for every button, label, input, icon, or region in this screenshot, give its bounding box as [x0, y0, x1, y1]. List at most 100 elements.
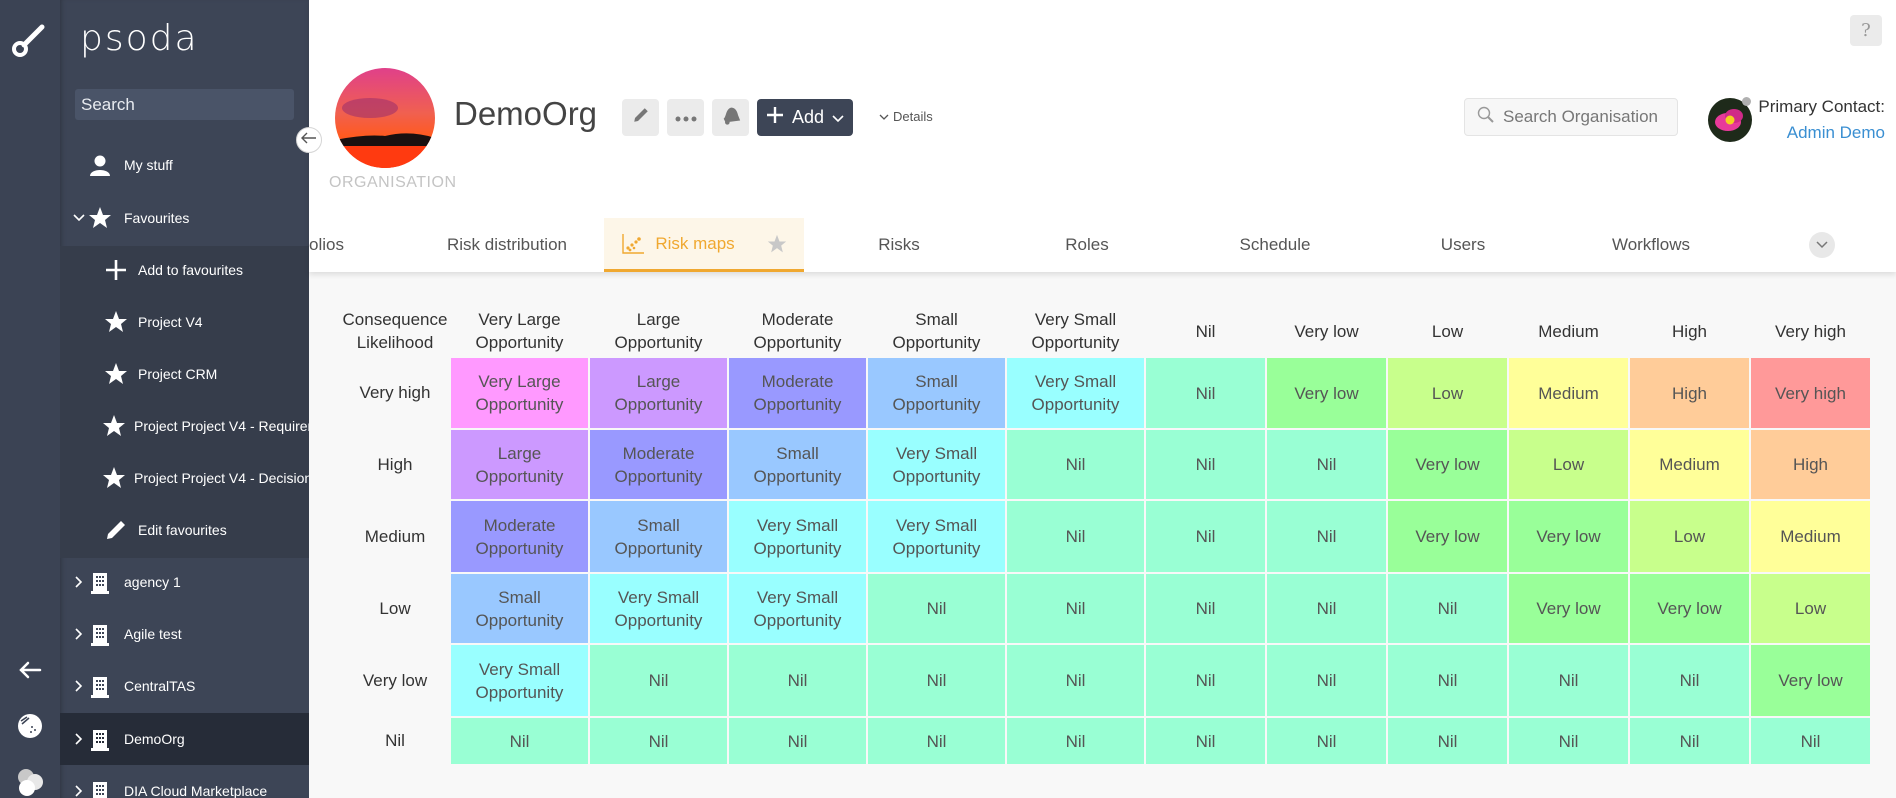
- risk-cell[interactable]: Nil: [1146, 358, 1265, 428]
- risk-cell[interactable]: Nil: [590, 645, 727, 716]
- risk-cell[interactable]: Very Small Opportunity: [451, 645, 588, 716]
- risk-cell[interactable]: Very Small Opportunity: [1007, 358, 1144, 428]
- risk-cell[interactable]: Nil: [1007, 501, 1144, 572]
- risk-cell[interactable]: Medium: [1509, 358, 1628, 428]
- sidebar-item-favourite[interactable]: Project CRM: [60, 348, 309, 400]
- primary-contact-link[interactable]: Admin Demo: [1786, 123, 1885, 142]
- chevron-right-icon[interactable]: [72, 680, 86, 692]
- risk-cell[interactable]: Very Small Opportunity: [590, 574, 727, 643]
- sidebar-item-org-selected[interactable]: DemoOrg: [60, 713, 309, 765]
- risk-cell[interactable]: Nil: [1388, 574, 1507, 643]
- risk-cell[interactable]: Nil: [1146, 718, 1265, 764]
- risk-cell[interactable]: Nil: [1146, 430, 1265, 499]
- risk-cell[interactable]: Nil: [729, 718, 866, 764]
- globe-icon[interactable]: [0, 711, 60, 741]
- risk-cell[interactable]: Nil: [1007, 430, 1144, 499]
- sidebar-item-org[interactable]: agency 1: [60, 556, 309, 608]
- tab-users[interactable]: Users: [1440, 235, 1486, 254]
- risk-cell[interactable]: Very Small Opportunity: [729, 501, 866, 572]
- risk-cell[interactable]: Nil: [1007, 645, 1144, 716]
- risk-cell[interactable]: Moderate Opportunity: [590, 430, 727, 499]
- chevron-down-icon[interactable]: [72, 214, 86, 222]
- risk-cell[interactable]: Nil: [1267, 645, 1386, 716]
- risk-cell[interactable]: Large Opportunity: [590, 358, 727, 428]
- risk-cell[interactable]: Nil: [868, 574, 1005, 643]
- sidebar-item-edit-favourites[interactable]: Edit favourites: [60, 504, 309, 556]
- sidebar-item-add-to-favourites[interactable]: Add to favourites: [60, 244, 309, 296]
- back-arrow-icon[interactable]: [0, 655, 60, 685]
- risk-cell[interactable]: Nil: [1007, 718, 1144, 764]
- risk-cell[interactable]: Small Opportunity: [729, 430, 866, 499]
- risk-cell[interactable]: High: [1751, 430, 1870, 499]
- risk-cell[interactable]: Nil: [1630, 645, 1749, 716]
- tab-risk-distribution[interactable]: Risk distribution: [447, 235, 567, 254]
- chevron-right-icon[interactable]: [72, 576, 86, 588]
- risk-cell[interactable]: Low: [1630, 501, 1749, 572]
- risk-cell[interactable]: Nil: [1509, 645, 1628, 716]
- tab-risks[interactable]: Risks: [878, 235, 920, 254]
- details-toggle[interactable]: Details: [879, 109, 933, 124]
- risk-cell[interactable]: Nil: [1267, 501, 1386, 572]
- org-search-box[interactable]: [1464, 98, 1678, 136]
- risk-cell[interactable]: Very low: [1388, 501, 1507, 572]
- risk-cell[interactable]: Nil: [868, 718, 1005, 764]
- risk-cell[interactable]: Low: [1751, 574, 1870, 643]
- sidebar-item-favourite[interactable]: Project Project V4 - Decisions: [60, 452, 309, 504]
- tab-roles[interactable]: Roles: [1065, 235, 1109, 254]
- sidebar-item-favourite[interactable]: Project V4: [60, 296, 309, 348]
- circles-icon[interactable]: [0, 766, 60, 798]
- risk-cell[interactable]: Nil: [451, 718, 588, 764]
- tab-workflows[interactable]: Workflows: [1611, 235, 1691, 254]
- risk-cell[interactable]: Medium: [1630, 430, 1749, 499]
- risk-cell[interactable]: Very low: [1509, 574, 1628, 643]
- risk-cell[interactable]: Very low: [1630, 574, 1749, 643]
- risk-cell[interactable]: Moderate Opportunity: [451, 501, 588, 572]
- risk-cell[interactable]: Small Opportunity: [868, 358, 1005, 428]
- risk-cell[interactable]: Nil: [729, 645, 866, 716]
- sidebar-item-org[interactable]: Agile test: [60, 608, 309, 660]
- risk-cell[interactable]: Nil: [1267, 574, 1386, 643]
- sidebar-item-org[interactable]: CentralTAS: [60, 660, 309, 712]
- sidebar-item-my-stuff[interactable]: My stuff: [60, 139, 309, 191]
- risk-cell[interactable]: Very low: [1388, 430, 1507, 499]
- risk-cell[interactable]: Very Large Opportunity: [451, 358, 588, 428]
- org-search-input[interactable]: [1503, 107, 1673, 127]
- contact-avatar[interactable]: [1708, 98, 1752, 142]
- favourite-star-icon[interactable]: [767, 234, 787, 254]
- add-button[interactable]: Add: [757, 99, 853, 136]
- risk-cell[interactable]: Nil: [1630, 718, 1749, 764]
- sidebar-search-input[interactable]: [75, 89, 294, 120]
- risk-cell[interactable]: Very high: [1751, 358, 1870, 428]
- risk-cell[interactable]: Very Small Opportunity: [868, 430, 1005, 499]
- sidebar-item-favourite[interactable]: Project Project V4 - Requirements: [60, 400, 309, 452]
- risk-cell[interactable]: Nil: [1509, 718, 1628, 764]
- risk-cell[interactable]: Very low: [1509, 501, 1628, 572]
- risk-cell[interactable]: Low: [1388, 358, 1507, 428]
- psoda-logo-icon[interactable]: [0, 14, 60, 64]
- risk-cell[interactable]: Nil: [1267, 718, 1386, 764]
- risk-cell[interactable]: Nil: [1146, 645, 1265, 716]
- risk-cell[interactable]: Nil: [590, 718, 727, 764]
- risk-cell[interactable]: Moderate Opportunity: [729, 358, 866, 428]
- help-button[interactable]: ?: [1850, 15, 1882, 46]
- chevron-right-icon[interactable]: [72, 733, 86, 745]
- risk-cell[interactable]: Nil: [1146, 574, 1265, 643]
- sidebar-item-org[interactable]: DIA Cloud Marketplace: [60, 765, 309, 798]
- tab-risk-maps[interactable]: Risk maps: [604, 218, 804, 272]
- tab-schedule[interactable]: Schedule: [1239, 235, 1311, 254]
- risk-cell[interactable]: Very low: [1751, 645, 1870, 716]
- risk-cell[interactable]: Small Opportunity: [451, 574, 588, 643]
- risk-cell[interactable]: Medium: [1751, 501, 1870, 572]
- tab-portfolios[interactable]: olios: [309, 235, 344, 254]
- risk-cell[interactable]: Very Small Opportunity: [729, 574, 866, 643]
- risk-cell[interactable]: Small Opportunity: [590, 501, 727, 572]
- sidebar-item-favourites[interactable]: Favourites: [60, 192, 309, 244]
- edit-button[interactable]: [622, 99, 659, 136]
- risk-cell[interactable]: Nil: [1388, 645, 1507, 716]
- risk-cell[interactable]: Nil: [1267, 430, 1386, 499]
- risk-cell[interactable]: Very Small Opportunity: [868, 501, 1005, 572]
- notifications-button[interactable]: [712, 99, 749, 136]
- psoda-logo[interactable]: psoda: [80, 18, 199, 59]
- risk-cell[interactable]: Very low: [1267, 358, 1386, 428]
- risk-cell[interactable]: Low: [1509, 430, 1628, 499]
